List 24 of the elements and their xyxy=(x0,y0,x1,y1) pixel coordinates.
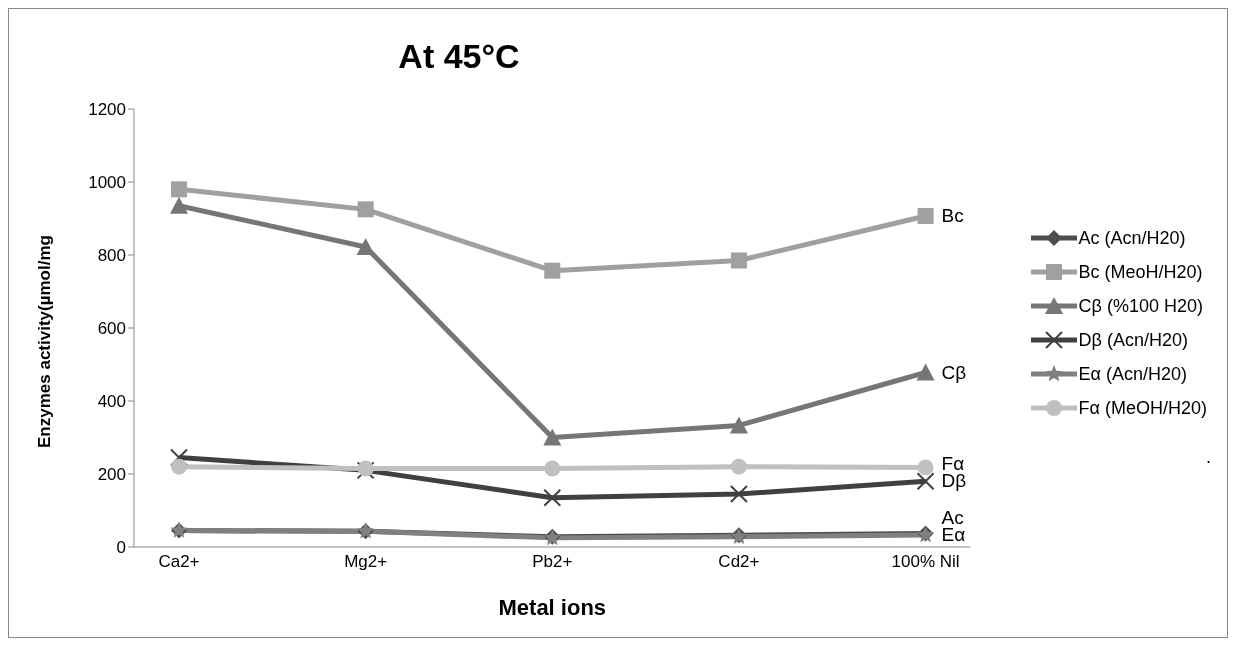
y-tick-label: 800 xyxy=(97,246,126,266)
x-tick-label: Mg2+ xyxy=(344,552,388,572)
y-tick-label: 1000 xyxy=(88,173,126,193)
legend-label: Fα (MeOH/H20) xyxy=(1078,397,1207,419)
text: . xyxy=(1205,447,1211,468)
y-tick-label: 600 xyxy=(97,319,126,339)
legend-label: Bc (MeoH/H20) xyxy=(1078,261,1203,283)
legend-label: Dβ (Acn/H20) xyxy=(1078,329,1188,351)
y-axis-title: Enzymes activity(µmol/mg xyxy=(35,235,55,448)
x-tick-label: Pb2+ xyxy=(532,552,573,572)
legend-label: Cβ (%100 H20) xyxy=(1078,295,1203,317)
x-axis-title: Metal ions xyxy=(498,595,607,620)
x-tick-label: Ca2+ xyxy=(158,552,200,572)
y-tick-label: 200 xyxy=(97,465,126,485)
annotation: Cβ xyxy=(941,361,967,383)
legend-label: Eα (Acn/H20) xyxy=(1078,363,1188,385)
y-tick-label: 1200 xyxy=(88,100,126,120)
x-tick-label: Cd2+ xyxy=(718,552,760,572)
y-tick-label: 400 xyxy=(97,392,126,412)
legend-label: Ac (Acn/H20) xyxy=(1078,227,1186,249)
x-tick-label: 100% Nil xyxy=(891,552,960,572)
y-tick-label: 0 xyxy=(116,538,126,558)
chart-title: At 45°C xyxy=(397,37,521,76)
annotation: Bc xyxy=(941,204,964,226)
